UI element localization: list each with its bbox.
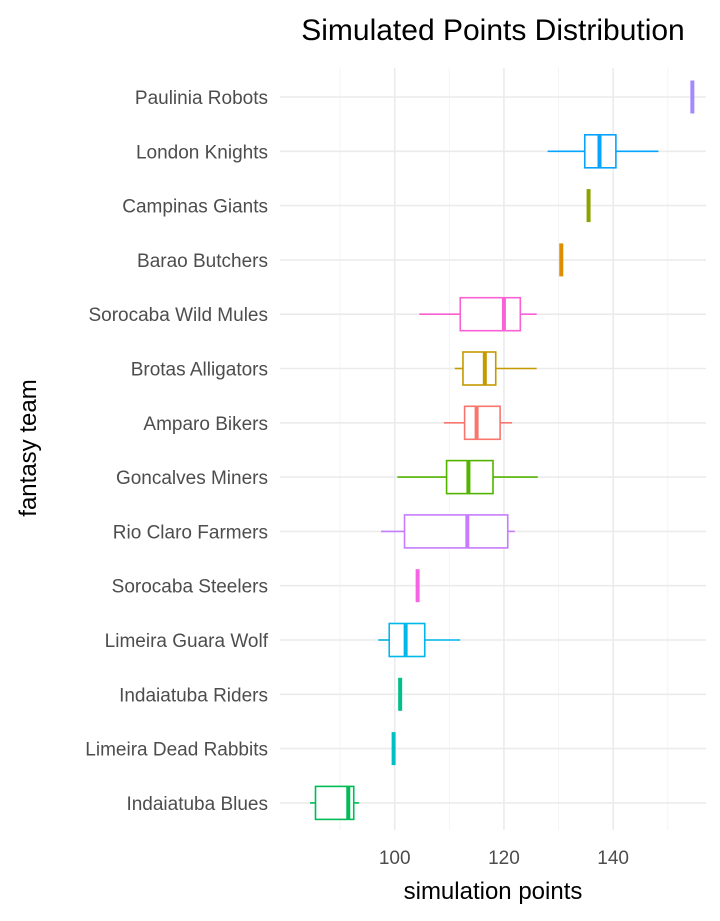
y-tick-label: Barao Butchers — [137, 251, 268, 272]
y-tick-label: Rio Claro Farmers — [113, 522, 268, 543]
plot-area: Paulinia Robots London Knights Campinas Gi… — [85, 68, 706, 869]
y-tick-label: Indaiatuba Riders — [119, 685, 268, 706]
y-tick-label: Indaiatuba Blues — [126, 794, 268, 815]
boxes — [310, 80, 695, 821]
y-tick-label: Goncalves Miners — [116, 468, 268, 489]
box — [378, 622, 461, 658]
x-axis-tick-labels: 100 120 140 — [379, 848, 629, 869]
y-tick-label: Limeira Dead Rabbits — [85, 740, 268, 761]
box — [443, 405, 513, 441]
box-iqr — [403, 514, 509, 549]
y-tick-label: Amparo Bikers — [143, 414, 268, 435]
box — [397, 459, 538, 495]
y-tick-label: Sorocaba Steelers — [112, 577, 268, 598]
box — [381, 514, 515, 549]
box — [419, 296, 537, 332]
y-axis-tick-labels: Paulinia Robots London Knights Campinas Gi… — [85, 88, 268, 815]
y-tick-label: Limeira Guara Wolf — [105, 631, 269, 652]
y-tick-label: Sorocaba Wild Mules — [88, 305, 268, 326]
gridlines — [280, 68, 706, 830]
box — [454, 351, 537, 386]
box-iqr — [459, 296, 522, 332]
y-axis-title: fantasy team — [15, 379, 42, 516]
y-tick-label: Paulinia Robots — [135, 88, 268, 109]
chart-title: Simulated Points Distribution — [301, 14, 685, 47]
box-iqr — [463, 405, 501, 441]
x-tick-label: 100 — [379, 848, 411, 869]
y-tick-label: Brotas Alligators — [131, 360, 268, 381]
box — [310, 785, 360, 821]
x-tick-label: 140 — [597, 848, 629, 869]
box — [547, 134, 659, 169]
box-iqr — [462, 351, 497, 386]
x-axis-title: simulation points — [404, 878, 583, 905]
y-tick-label: London Knights — [136, 142, 268, 163]
x-tick-label: 120 — [488, 848, 520, 869]
y-tick-label: Campinas Giants — [122, 197, 268, 218]
